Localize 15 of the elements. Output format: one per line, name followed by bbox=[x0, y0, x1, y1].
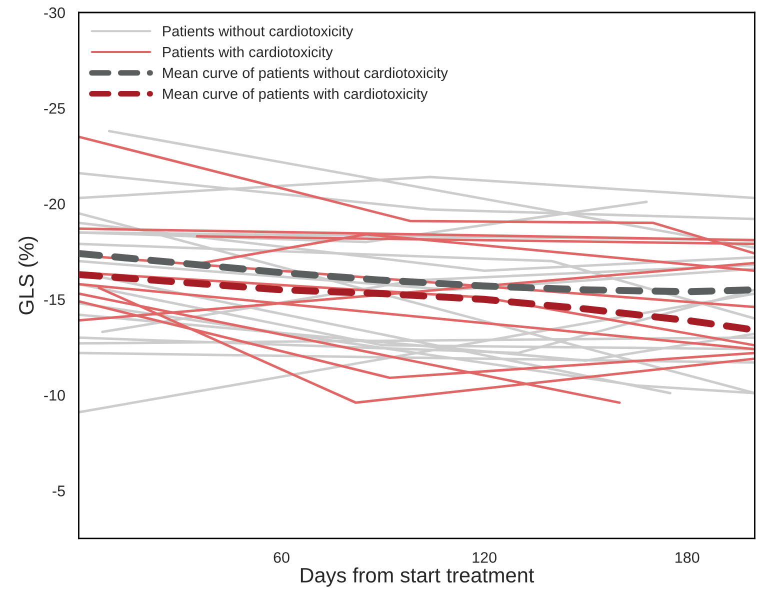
x-axis-title: Days from start treatment bbox=[300, 567, 534, 587]
y-tick-label: -30 bbox=[44, 7, 65, 18]
x-tick-label: 120 bbox=[472, 552, 496, 563]
legend-label: Mean curve of patients with cardiotoxicity bbox=[163, 88, 428, 102]
x-tick-label: 180 bbox=[676, 552, 700, 563]
y-tick-label: -15 bbox=[44, 294, 65, 306]
x-tick-label: 60 bbox=[274, 552, 290, 563]
y-tick-label: -10 bbox=[44, 390, 65, 401]
y-axis-title: GLS (%) bbox=[18, 236, 38, 314]
y-tick-label: -5 bbox=[52, 486, 65, 496]
y-tick-label: -25 bbox=[44, 102, 65, 114]
legend-label: Mean curve of patients without cardiotoxicity bbox=[163, 67, 448, 81]
legend-label: Patients with cardiotoxicity bbox=[163, 46, 333, 60]
y-tick-label: -20 bbox=[44, 198, 65, 210]
legend-label: Patients without cardiotoxicity bbox=[163, 26, 354, 40]
